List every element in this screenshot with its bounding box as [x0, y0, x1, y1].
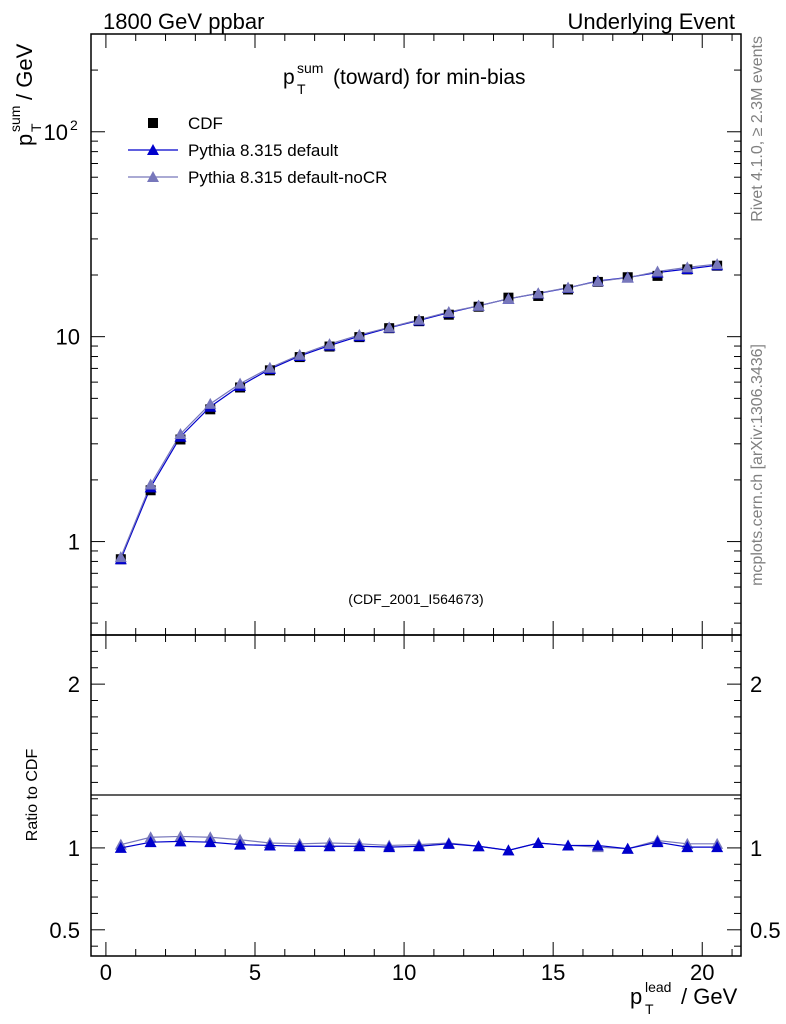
main-ytick-label: 1	[68, 530, 80, 555]
series-marker-2	[323, 338, 336, 350]
series-marker-2	[681, 261, 694, 273]
legend-entry-default: Pythia 8.315 default	[128, 141, 339, 160]
legend: CDF Pythia 8.315 default Pythia 8.315 de…	[128, 114, 387, 187]
ratio-series	[114, 830, 724, 856]
series-marker-2	[442, 305, 455, 317]
title-sup: sum	[297, 60, 323, 76]
series-marker-2	[562, 281, 575, 293]
ratio-ytick-label-left: 1	[68, 836, 80, 861]
series-marker-2	[502, 292, 515, 304]
series-marker-2	[114, 551, 127, 563]
mcplots-label: mcplots.cern.ch [arXiv:1306.3436]	[749, 344, 766, 586]
ratio-marker-0	[234, 838, 247, 850]
ratio-marker-0	[681, 841, 694, 853]
main-title: p sum T (toward) for min-bias	[283, 60, 526, 97]
series-marker-2	[293, 348, 306, 360]
legend-label-default: Pythia 8.315 default	[188, 141, 339, 160]
xlabel-unit: / GeV	[681, 984, 738, 1009]
ratio-marker-0	[562, 839, 575, 851]
title-sub: T	[297, 81, 306, 97]
ratio-marker-0	[353, 840, 366, 852]
xlabel: p lead T / GeV	[630, 979, 738, 1017]
title-text: (toward) for min-bias	[333, 66, 526, 89]
main-series	[114, 258, 724, 565]
main-ytick-label-sup: 2	[70, 117, 78, 133]
series-marker-2	[591, 275, 604, 287]
ratio-marker-0	[442, 837, 455, 849]
series-marker-2	[412, 313, 425, 325]
ratio-marker-0	[591, 839, 604, 851]
main-ytick-label: 10	[44, 120, 68, 145]
series-marker-2	[532, 287, 545, 299]
series-marker-2	[621, 271, 634, 283]
series-marker-2	[234, 377, 247, 389]
ratio-marker-0	[174, 835, 187, 847]
ratio-marker-0	[144, 836, 157, 848]
legend-marker-default	[147, 144, 159, 155]
main-ytick-label: 10	[56, 325, 80, 350]
ratio-marker-0	[293, 840, 306, 852]
legend-label-nocr: Pythia 8.315 default-noCR	[188, 168, 387, 187]
ratio-marker-0	[383, 841, 396, 853]
ylabel-base: p	[12, 134, 37, 146]
header-left: 1800 GeV ppbar	[103, 9, 264, 34]
xtick-label: 5	[249, 960, 261, 985]
xlabel-sub: T	[645, 1001, 654, 1017]
ratio-marker-0	[263, 839, 276, 851]
series-marker-2	[263, 361, 276, 373]
series-marker-2	[383, 321, 396, 333]
ratio-marker-0	[472, 840, 485, 852]
ylabel-sub: T	[28, 123, 44, 132]
main-ylabel: p sum T / GeV	[7, 43, 44, 146]
xlabel-sup: lead	[645, 979, 671, 995]
ratio-marker-0	[412, 840, 425, 852]
xtick-label: 10	[392, 960, 416, 985]
xtick-label: 0	[100, 960, 112, 985]
ratio-ytick-label-left: 2	[68, 672, 80, 697]
series-marker-2	[174, 427, 187, 439]
rivet-label: Rivet 4.1.0, ≥ 2.3M events	[749, 36, 766, 222]
xtick-label: 15	[541, 960, 565, 985]
ratio-panel: 0.5 0.51 12 20 5 10 15 20 Ratio to CDF p lead T…	[24, 634, 781, 1017]
ratio-marker-0	[651, 836, 664, 848]
header-right: Underlying Event	[567, 9, 735, 34]
ratio-ticks: 0.5 0.51 12 20 5 10 15 20	[49, 635, 781, 985]
ratio-ytick-label-right: 1	[750, 836, 762, 861]
ratio-ytick-label-right: 0.5	[750, 918, 781, 943]
ratio-marker-0	[621, 842, 634, 854]
ratio-marker-0	[204, 836, 217, 848]
xlabel-base: p	[630, 984, 642, 1009]
legend-entry-cdf: CDF	[148, 114, 223, 133]
legend-marker-cdf	[148, 118, 158, 128]
ratio-ylabel: Ratio to CDF	[24, 749, 41, 842]
ylabel-unit: / GeV	[12, 43, 37, 100]
series-marker-2	[711, 258, 724, 270]
ratio-ytick-label-right: 2	[750, 672, 762, 697]
xtick-label: 20	[690, 960, 714, 985]
series-marker-2	[144, 478, 157, 490]
ratio-marker-0	[711, 841, 724, 853]
series-marker-2	[472, 299, 485, 311]
analysis-watermark: (CDF_2001_I564673)	[348, 591, 483, 607]
ratio-frame	[90, 634, 742, 957]
series-marker-2	[353, 328, 366, 340]
ratio-marker-0	[502, 844, 515, 856]
ratio-ytick-label-left: 0.5	[49, 918, 80, 943]
ratio-marker-0	[323, 840, 336, 852]
title-base: p	[283, 66, 295, 89]
series-marker-2	[651, 265, 664, 277]
ratio-marker-0	[114, 841, 127, 853]
ratio-marker-0	[532, 836, 545, 848]
ylabel-sup: sum	[7, 106, 23, 132]
series-marker-2	[204, 397, 217, 409]
legend-marker-nocr	[147, 171, 159, 182]
legend-entry-nocr: Pythia 8.315 default-noCR	[128, 168, 387, 187]
legend-label-cdf: CDF	[188, 114, 223, 133]
